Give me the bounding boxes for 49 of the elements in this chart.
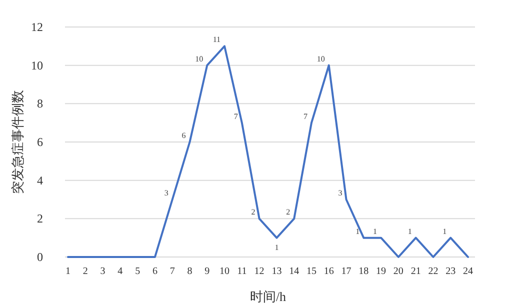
line-series — [67, 45, 469, 258]
data-label: 3 — [338, 188, 342, 198]
x-tick-label: 5 — [135, 266, 140, 277]
x-tick-label: 16 — [324, 266, 334, 277]
y-tick-label: 0 — [37, 250, 43, 264]
data-label: 7 — [303, 112, 308, 121]
data-label: 7 — [234, 112, 238, 121]
x-tick-label: 20 — [393, 266, 404, 277]
data-label: 1 — [408, 226, 412, 236]
x-tick-label: 22 — [428, 266, 438, 277]
data-label: 2 — [251, 208, 256, 217]
data-label: 6 — [182, 131, 186, 140]
x-tick-label: 3 — [100, 266, 106, 277]
data-label: 10 — [195, 54, 204, 64]
data-label: 11 — [212, 35, 221, 44]
x-tick-label: 23 — [446, 266, 456, 277]
x-tick-label: 18 — [358, 266, 369, 277]
x-tick-label: 1 — [66, 266, 70, 277]
x-tick-label: 6 — [152, 266, 158, 277]
y-tick-label: 10 — [31, 58, 43, 72]
x-tick-label: 17 — [341, 266, 352, 277]
x-tick-label: 12 — [254, 266, 264, 277]
x-tick-label: 14 — [289, 266, 300, 277]
x-tick-label: 10 — [220, 266, 230, 277]
y-tick-label: 12 — [31, 20, 43, 34]
x-tick-label: 11 — [237, 266, 247, 277]
data-label: 2 — [286, 208, 290, 217]
x-tick-label: 7 — [170, 266, 175, 277]
x-tick-label: 13 — [272, 266, 282, 277]
x-tick-label: 19 — [376, 266, 386, 277]
x-tick-label: 2 — [82, 266, 88, 277]
y-tick-label: 8 — [37, 96, 43, 111]
x-axis-title: 时间/h — [250, 289, 287, 304]
x-tick-label: 4 — [118, 266, 123, 277]
y-tick-label: 6 — [37, 135, 43, 149]
x-tick-label: 9 — [204, 266, 210, 277]
x-tick-label: 8 — [187, 266, 192, 277]
y-axis-title: 突发急症事件例数 — [10, 90, 25, 194]
y-tick-label: 2 — [37, 212, 43, 226]
x-tick-label: 21 — [410, 266, 421, 277]
data-label: 3 — [164, 188, 168, 198]
data-label: 1 — [356, 226, 360, 236]
x-tick-label: 24 — [463, 266, 473, 277]
data-label: 1 — [373, 226, 378, 236]
data-label: 1 — [274, 242, 279, 252]
data-label: 10 — [316, 54, 325, 64]
y-tick-label: 4 — [37, 173, 43, 188]
x-tick-label: 15 — [306, 266, 316, 277]
data-label: 1 — [442, 226, 447, 236]
